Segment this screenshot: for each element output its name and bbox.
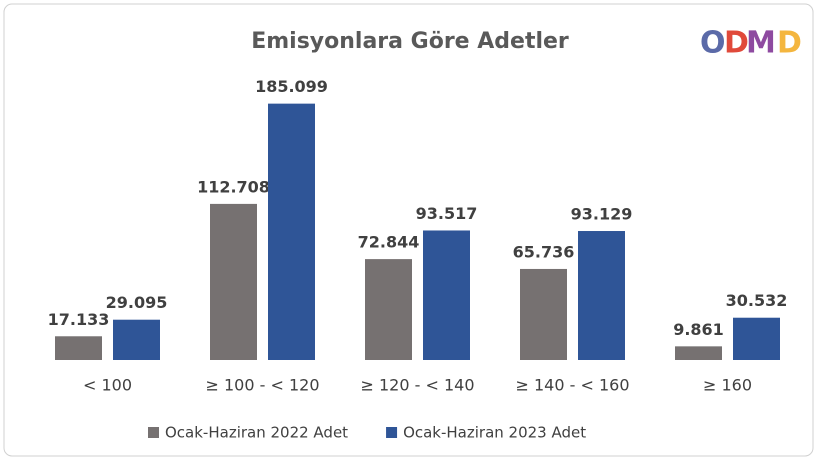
data-label: 65.736 bbox=[513, 242, 575, 261]
logo: O D M D bbox=[700, 26, 802, 61]
chart-title: Emisyonlara Göre Adetler bbox=[251, 29, 569, 54]
bar bbox=[520, 268, 567, 360]
bar bbox=[675, 346, 722, 360]
logo-letter: D bbox=[777, 26, 802, 61]
logo-letter: D bbox=[724, 26, 749, 61]
bar bbox=[113, 319, 160, 360]
legend-label: Ocak-Haziran 2023 Adet bbox=[403, 424, 586, 442]
legend-swatch bbox=[386, 427, 398, 438]
logo-letter: O bbox=[700, 26, 726, 61]
x-tick-label: < 100 bbox=[83, 376, 132, 395]
legend-swatch bbox=[148, 427, 159, 438]
data-label: 93.129 bbox=[571, 205, 633, 224]
bar bbox=[733, 317, 780, 360]
data-label: 9.861 bbox=[673, 320, 724, 339]
bar bbox=[55, 336, 102, 360]
bar bbox=[365, 259, 412, 360]
bar bbox=[210, 203, 257, 360]
data-label: 72.844 bbox=[358, 233, 420, 252]
data-label: 185.099 bbox=[255, 77, 328, 96]
x-tick-label: ≥ 140 - < 160 bbox=[515, 376, 629, 395]
data-label: 17.133 bbox=[48, 310, 110, 329]
bar bbox=[578, 231, 625, 360]
data-label: 30.532 bbox=[726, 291, 788, 310]
x-tick-label: ≥ 160 bbox=[703, 376, 752, 395]
bar bbox=[423, 230, 470, 360]
x-tick-label: ≥ 120 - < 140 bbox=[360, 376, 474, 395]
logo-letter: M bbox=[746, 26, 776, 61]
legend-label: Ocak-Haziran 2022 Adet bbox=[165, 424, 348, 442]
x-tick-label: ≥ 100 - < 120 bbox=[205, 376, 319, 395]
data-label: 93.517 bbox=[416, 204, 478, 223]
data-label: 112.708 bbox=[197, 177, 270, 196]
bar bbox=[268, 103, 315, 361]
data-label: 29.095 bbox=[106, 293, 168, 312]
